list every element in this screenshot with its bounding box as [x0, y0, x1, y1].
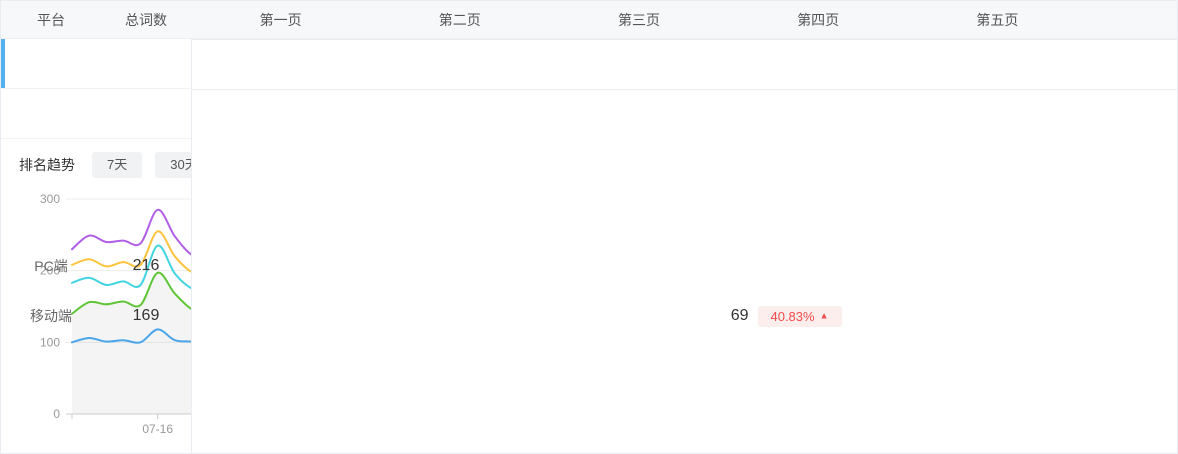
platform-label: 移动端 [30, 308, 72, 324]
table-row-pc[interactable]: PC端 216 95 43.98%▲ 45 20.83%▼ 26 12.04%▼… [1, 39, 1177, 453]
page1-cell: 69 40.83% ▲ [191, 89, 1177, 453]
col-header-page1: 第一页 [259, 11, 302, 28]
total-words: 216 [132, 257, 160, 274]
table-header-row: 平台 总词数 第一页 第二页 第三页 第四页 第五页 [1, 1, 1177, 39]
y-axis-label: 0 [53, 407, 60, 421]
total-words: 169 [132, 307, 160, 324]
y-axis-label: 200 [40, 264, 60, 278]
tab-7-days[interactable]: 7天 [92, 152, 143, 178]
up-arrow-icon: ▲ [819, 310, 829, 320]
change-badge: 40.83% ▲ [757, 305, 842, 327]
platform-label: PC端 [34, 258, 68, 274]
col-header-page3: 第三页 [617, 11, 660, 28]
table-row-mobile[interactable]: 移动端 169 69 40.83%▲ 20 11.83%▲ 31 18.34%▲… [1, 89, 1177, 453]
y-axis-label: 100 [40, 335, 60, 349]
col-header-page2: 第二页 [438, 11, 481, 28]
y-axis-label: 300 [40, 192, 60, 206]
trend-section-title: 排名趋势 [19, 157, 75, 173]
col-header-page5: 第五页 [976, 11, 1019, 28]
col-header-total: 总词数 [125, 11, 167, 28]
page-count: 69 [730, 307, 749, 324]
col-header-platform: 平台 [37, 11, 65, 28]
x-axis-label: 07-16 [142, 422, 173, 436]
col-header-page4: 第四页 [797, 11, 840, 28]
